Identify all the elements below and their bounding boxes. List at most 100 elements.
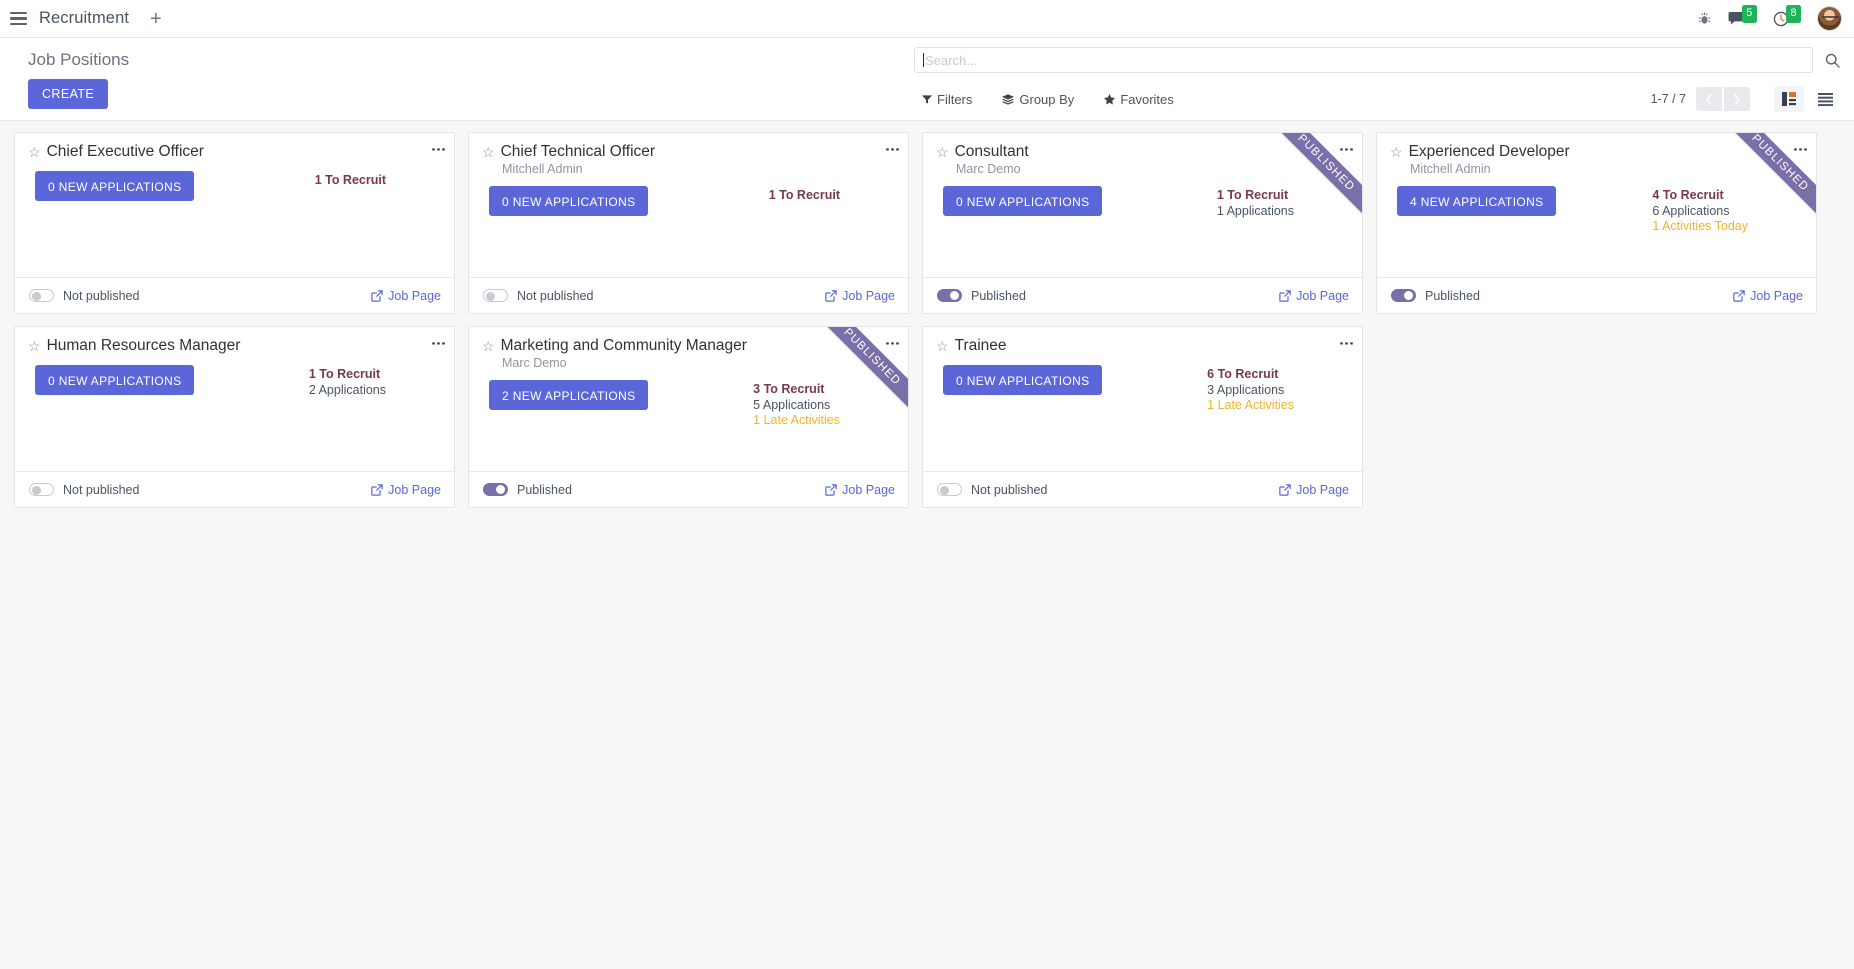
job-page-link[interactable]: Job Page — [371, 289, 441, 303]
create-button[interactable]: CREATE — [28, 79, 109, 109]
activities-icon[interactable]: 8 — [1773, 4, 1801, 28]
card-stats: 1 To Recruit 2 Applications — [309, 365, 386, 398]
vertical-dots-icon[interactable]: ⋮ — [884, 336, 901, 351]
job-page-link[interactable]: Job Page — [1733, 289, 1803, 303]
card-title[interactable]: Marketing and Community Manager — [500, 337, 747, 354]
vertical-dots-icon[interactable]: ⋮ — [1338, 142, 1355, 157]
stat-applications[interactable]: 2 Applications — [308, 382, 386, 397]
publish-toggle[interactable] — [29, 483, 54, 496]
publish-toggle[interactable] — [29, 289, 54, 302]
card-footer: Not published Job Page — [15, 277, 454, 313]
kanban-view-button[interactable] — [1774, 86, 1804, 112]
stat-applications[interactable]: 3 Applications — [1207, 382, 1285, 397]
vertical-dots-icon[interactable]: ⋮ — [430, 336, 447, 351]
card-title[interactable]: Chief Technical Officer — [500, 143, 656, 160]
job-page-link[interactable]: Job Page — [371, 483, 441, 497]
bug-icon[interactable] — [1697, 11, 1712, 26]
stat-applications[interactable]: 5 Applications — [753, 397, 831, 412]
pager-next-button[interactable] — [1724, 87, 1750, 111]
search-icon[interactable] — [1825, 53, 1840, 68]
card-title[interactable]: Consultant — [954, 143, 1029, 160]
job-page-link[interactable]: Job Page — [1279, 289, 1349, 303]
star-outline-icon[interactable]: ☆ — [936, 144, 949, 160]
favorites-label: Favorites — [1120, 91, 1174, 107]
vertical-dots-icon[interactable]: ⋮ — [1792, 142, 1809, 157]
stat-to-recruit[interactable]: 1 To Recruit — [768, 188, 840, 202]
card-stats: 1 To Recruit — [769, 186, 840, 216]
new-applications-button[interactable]: 2 NEW APPLICATIONS — [489, 380, 649, 410]
stat-to-recruit[interactable]: 3 To Recruit — [753, 382, 825, 396]
user-avatar[interactable] — [1817, 6, 1842, 31]
stat-activities[interactable]: 1 Activities Today — [1652, 219, 1748, 233]
card-body: ⋮ ☆ Experienced Developer Mitchell Admin… — [1377, 133, 1816, 277]
new-applications-button[interactable]: 0 NEW APPLICATIONS — [943, 365, 1103, 395]
card-footer: Not published Job Page — [469, 277, 908, 313]
new-applications-button[interactable]: 0 NEW APPLICATIONS — [943, 186, 1103, 216]
card-footer: Not published Job Page — [15, 471, 454, 507]
star-outline-icon[interactable]: ☆ — [28, 338, 41, 354]
app-title[interactable]: Recruitment — [39, 9, 130, 27]
job-position-card[interactable]: PUBLISHED ⋮ ☆ Consultant Marc Demo 0 NEW… — [922, 132, 1363, 314]
job-page-link[interactable]: Job Page — [825, 289, 895, 303]
job-position-card[interactable]: PUBLISHED ⋮ ☆ Experienced Developer Mitc… — [1376, 132, 1817, 314]
job-page-label: Job Page — [842, 482, 895, 497]
stat-activities[interactable]: 1 Late Activities — [1207, 398, 1294, 412]
publish-toggle[interactable] — [483, 483, 508, 496]
stat-to-recruit[interactable]: 4 To Recruit — [1652, 188, 1724, 202]
job-position-card[interactable]: ⋮ ☆ Chief Executive Officer 0 NEW APPLIC… — [14, 132, 455, 314]
job-page-label: Job Page — [1296, 482, 1349, 497]
new-applications-button[interactable]: 0 NEW APPLICATIONS — [35, 365, 195, 395]
star-outline-icon[interactable]: ☆ — [482, 144, 495, 160]
list-view-button[interactable] — [1810, 86, 1840, 112]
stat-to-recruit[interactable]: 1 To Recruit — [308, 367, 381, 381]
stat-applications[interactable]: 6 Applications — [1652, 203, 1730, 218]
publish-state-label: Not published — [63, 288, 140, 303]
card-title[interactable]: Human Resources Manager — [46, 337, 241, 354]
publish-toggle[interactable] — [483, 289, 508, 302]
job-position-card[interactable]: PUBLISHED ⋮ ☆ Marketing and Community Ma… — [468, 326, 909, 508]
stat-to-recruit[interactable]: 1 To Recruit — [314, 173, 386, 187]
new-applications-button[interactable]: 0 NEW APPLICATIONS — [35, 171, 195, 201]
stat-activities[interactable]: 1 Late Activities — [753, 413, 840, 427]
vertical-dots-icon[interactable]: ⋮ — [430, 142, 447, 157]
job-position-card[interactable]: ⋮ ☆ Trainee 0 NEW APPLICATIONS 6 To Recr… — [922, 326, 1363, 508]
card-stats: 3 To Recruit 5 Applications 1 Late Activ… — [753, 380, 840, 429]
search-input[interactable] — [925, 52, 1804, 68]
job-position-card[interactable]: ⋮ ☆ Chief Technical Officer Mitchell Adm… — [468, 132, 909, 314]
job-page-link[interactable]: Job Page — [1279, 483, 1349, 497]
job-position-card[interactable]: ⋮ ☆ Human Resources Manager 0 NEW APPLIC… — [14, 326, 455, 508]
vertical-dots-icon[interactable]: ⋮ — [884, 142, 901, 157]
job-page-link[interactable]: Job Page — [825, 483, 895, 497]
star-outline-icon[interactable]: ☆ — [936, 338, 949, 354]
funnel-icon — [922, 94, 932, 104]
hamburger-menu-icon[interactable] — [10, 11, 27, 26]
stat-to-recruit[interactable]: 1 To Recruit — [1216, 188, 1289, 202]
filters-dropdown[interactable]: Filters — [922, 92, 972, 107]
card-manager: Mitchell Admin — [502, 162, 583, 176]
stat-to-recruit[interactable]: 6 To Recruit — [1207, 367, 1279, 381]
plus-icon[interactable]: + — [150, 7, 162, 30]
page-title: Job Positions — [28, 50, 130, 69]
vertical-dots-icon[interactable]: ⋮ — [1338, 336, 1355, 351]
publish-toggle[interactable] — [937, 483, 962, 496]
publish-toggle[interactable] — [1391, 289, 1416, 302]
card-footer: Not published Job Page — [923, 471, 1362, 507]
favorites-dropdown[interactable]: Favorites — [1104, 91, 1174, 107]
messages-icon[interactable]: 5 — [1728, 4, 1757, 28]
card-title[interactable]: Experienced Developer — [1408, 143, 1570, 160]
card-title[interactable]: Trainee — [954, 337, 1007, 354]
job-page-label: Job Page — [842, 288, 895, 303]
group-by-dropdown[interactable]: Group By — [1002, 92, 1074, 107]
publish-toggle[interactable] — [937, 289, 962, 302]
publish-state-label: Published — [971, 288, 1026, 303]
new-applications-button[interactable]: 4 NEW APPLICATIONS — [1397, 186, 1557, 216]
pager-previous-button[interactable] — [1696, 87, 1722, 111]
search-box[interactable] — [914, 47, 1813, 73]
stat-applications[interactable]: 1 Applications — [1216, 203, 1294, 218]
new-applications-button[interactable]: 0 NEW APPLICATIONS — [489, 186, 649, 216]
star-outline-icon[interactable]: ☆ — [1390, 144, 1403, 160]
card-stats: 6 To Recruit 3 Applications 1 Late Activ… — [1207, 365, 1294, 414]
card-title[interactable]: Chief Executive Officer — [46, 143, 204, 160]
star-outline-icon[interactable]: ☆ — [482, 338, 495, 354]
star-outline-icon[interactable]: ☆ — [28, 144, 41, 160]
